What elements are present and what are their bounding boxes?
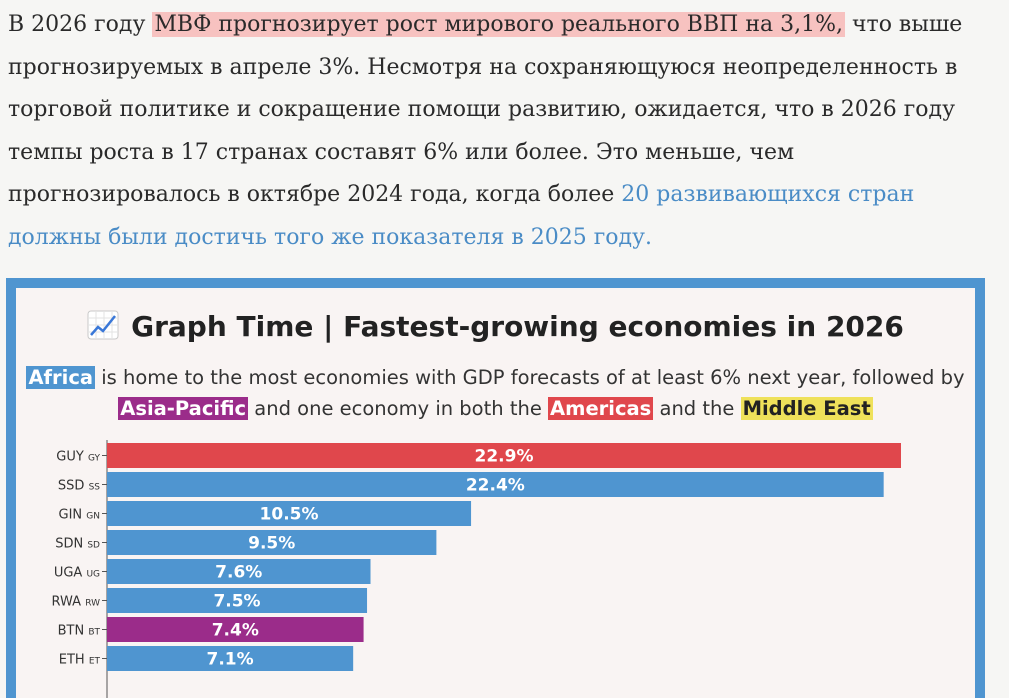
tick-label-code-sdn: SD [87, 541, 100, 551]
legend-asia-pacific: Asia-Pacific [118, 397, 249, 420]
tick-label-guy: GUY GY [56, 450, 100, 465]
bar-btn [107, 617, 364, 642]
chart-title-text: Graph Time | Fastest-growing economies i… [131, 310, 904, 343]
article-highlight: МВФ прогнозирует рост мирового реального… [152, 12, 845, 37]
data-label-eth: 7.1% [207, 650, 254, 670]
tick-label-uga: UGA UG [54, 566, 100, 581]
chart-increasing-icon [87, 310, 119, 340]
data-label-rwa: 7.5% [213, 592, 260, 612]
bar-eth [107, 646, 354, 671]
tick-label-country-sdn: SDN [55, 537, 87, 552]
article-link[interactable]: 20 развивающихся стран должны были дости… [8, 182, 915, 250]
article-text-2: что выше прогнозируемых в апреле 3%. Нес… [8, 12, 963, 207]
bar-rwa [107, 588, 368, 613]
data-label-uga: 7.6% [215, 563, 262, 583]
tick-label-sdn: SDN SD [55, 537, 100, 552]
bar-ssd [107, 472, 884, 497]
subtitle-text-3: and the [653, 397, 741, 420]
article-paragraph: В 2026 году МВФ прогнозирует рост мирово… [8, 4, 998, 259]
chart-frame: Graph Time | Fastest-growing economies i… [6, 278, 985, 698]
tick-label-code-rwa: RW [85, 599, 100, 609]
subtitle-text-2: and one economy in both the [248, 397, 549, 420]
tick-label-code-uga: UG [86, 570, 100, 580]
tick-label-country-uga: UGA [54, 566, 87, 581]
legend-middle-east: Middle East [740, 397, 873, 420]
tick-label-code-guy: GY [88, 454, 101, 464]
data-label-btn: 7.4% [212, 621, 259, 641]
chart-panel: Graph Time | Fastest-growing economies i… [16, 288, 975, 698]
tick-label-eth: ETH ET [59, 653, 101, 668]
tick-label-btn: BTN BT [58, 624, 101, 639]
tick-label-code-btn: BT [88, 628, 100, 638]
chart-subtitle: Africa is home to the most economies wit… [16, 362, 975, 424]
legend-americas: Americas [548, 397, 654, 420]
tick-label-country-rwa: RWA [52, 595, 86, 610]
bar-uga [107, 559, 371, 584]
article-text-1: В 2026 году [8, 12, 153, 37]
subtitle-text-1: is home to the most economies with GDP f… [95, 366, 965, 389]
data-label-ssd: 22.4% [466, 476, 525, 496]
tick-label-country-ssd: SSD [58, 479, 89, 494]
tick-label-code-eth: ET [89, 657, 101, 667]
tick-label-country-guy: GUY [56, 450, 88, 465]
tick-label-rwa: RWA RW [52, 595, 101, 610]
tick-label-code-gin: GN [86, 512, 100, 522]
data-label-gin: 10.5% [260, 505, 319, 525]
bar-gin [107, 501, 472, 526]
tick-label-country-eth: ETH [59, 653, 89, 668]
bar-sdn [107, 530, 437, 555]
tick-label-country-gin: GIN [59, 508, 87, 523]
data-label-sdn: 9.5% [248, 534, 295, 554]
tick-label-ssd: SSD SS [58, 479, 100, 494]
tick-label-country-btn: BTN [58, 624, 89, 639]
chart-title: Graph Time | Fastest-growing economies i… [16, 310, 975, 343]
data-label-guy: 22.9% [475, 447, 534, 467]
bar-chart: GUY GY 22.9% SSD SS 22.4% GIN GN 10.5% SDN SD 9… [52, 440, 901, 698]
tick-label-code-ssd: SS [89, 483, 101, 493]
legend-africa: Africa [26, 366, 96, 389]
bar-guy [107, 443, 901, 468]
tick-label-gin: GIN GN [59, 508, 100, 523]
